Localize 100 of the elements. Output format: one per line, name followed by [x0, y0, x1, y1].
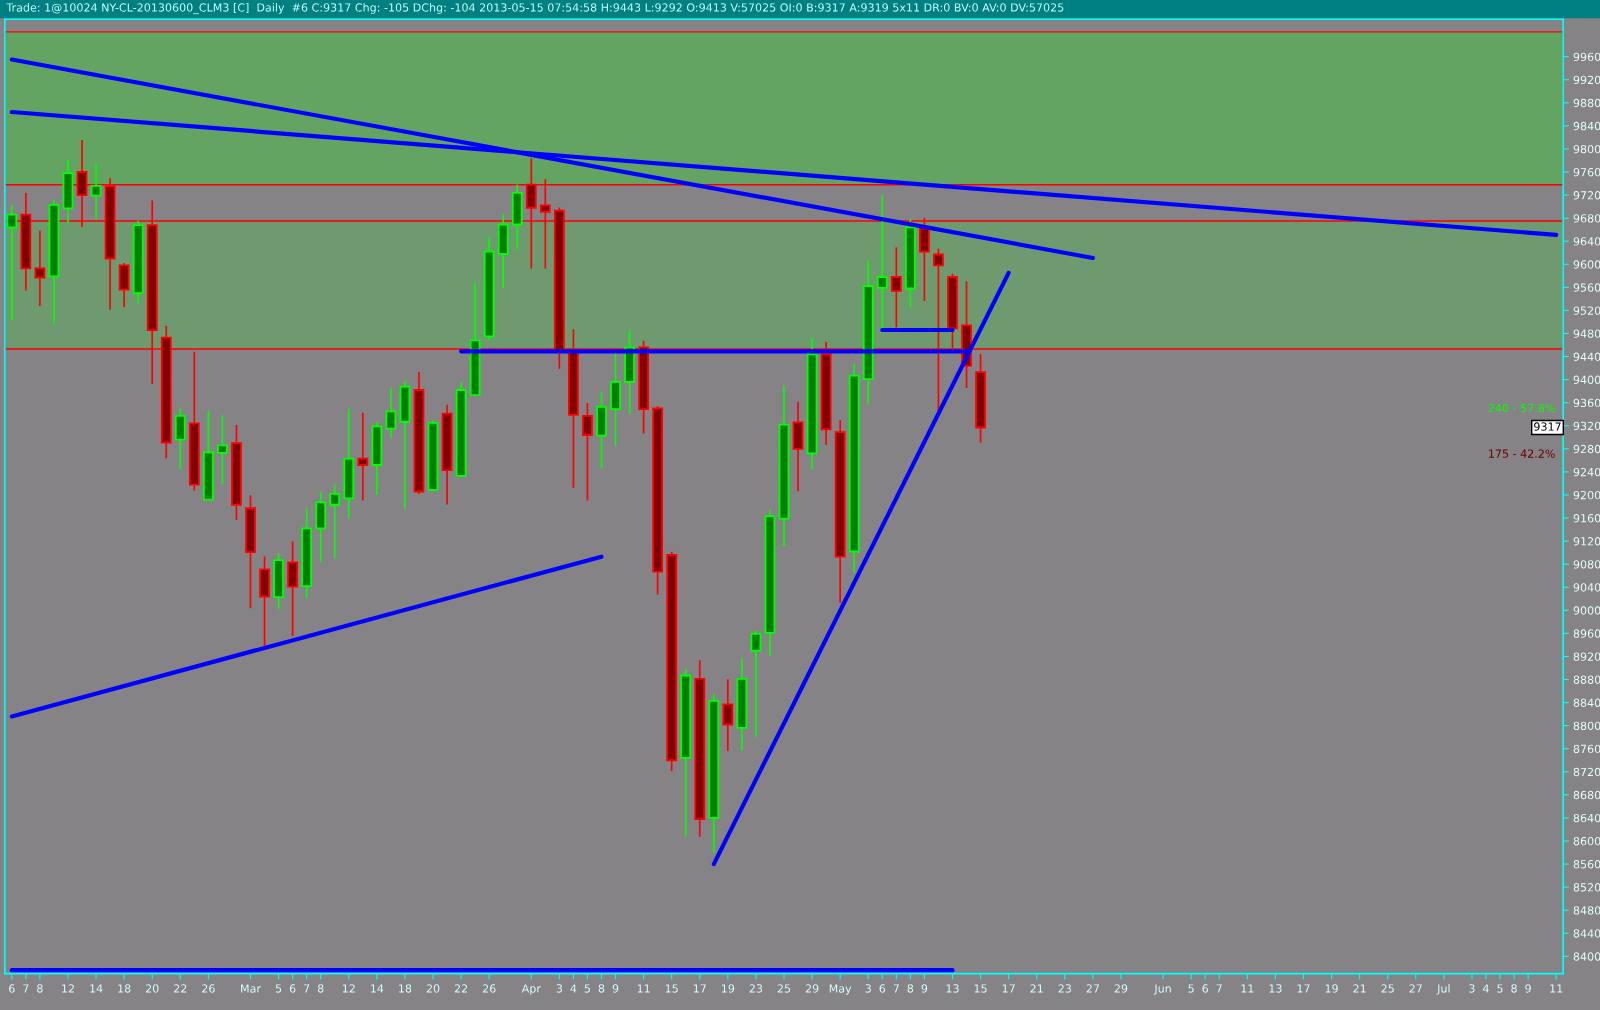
chart-title: Trade: 1@10024 NY-CL-20130600_CLM3 [C] Daily #6 C:9317 Chg: -105 DChg: -104 2013-05-15 07:54:58 H:9443 L:9292 O:9413 V:57025 OI:0 B:9317 A:9319 5x11 DR:0 BV:0 AV:0 DV:57025 [6, 3, 1064, 15]
x-tick-label: 19 [1325, 984, 1338, 993]
y-tick-label: 9080 [1573, 560, 1600, 569]
x-tick-label: 25 [1381, 984, 1394, 993]
y-tick-label: 9440 [1573, 352, 1600, 361]
x-tick-label: 7 [304, 984, 310, 993]
y-tick-label: 8520 [1573, 883, 1600, 892]
y-tick-label: 9880 [1573, 98, 1600, 108]
x-tick-label: May [829, 984, 852, 995]
x-tick-label: 8 [907, 984, 914, 993]
x-tick-label: 7 [893, 984, 899, 993]
y-tick-label: 9240 [1573, 467, 1600, 477]
y-tick-label: 8480 [1573, 906, 1600, 915]
x-tick-label: 7 [1216, 984, 1222, 993]
x-tick-label: 8 [1511, 984, 1517, 993]
y-tick-label: 9400 [1573, 375, 1600, 385]
x-tick-label: 9 [921, 984, 928, 993]
x-tick-label: 8 [317, 984, 324, 993]
x-tick-label: 13 [946, 984, 959, 993]
x-tick-label: 18 [118, 984, 131, 993]
x-tick-label: 5 [1188, 984, 1194, 993]
y-tick-label: 9560 [1573, 283, 1600, 292]
x-tick-label: 6 [9, 984, 15, 993]
x-tick-label: 29 [805, 984, 819, 993]
x-tick-label: 15 [974, 984, 987, 993]
x-tick-label: 23 [1058, 984, 1071, 993]
x-tick-label: 11 [1550, 984, 1563, 993]
x-tick-label: 17 [693, 984, 706, 993]
x-tick-label: Jun [1153, 984, 1171, 995]
x-tick-label: 22 [174, 984, 187, 993]
y-tick-label: 9960 [1573, 52, 1600, 62]
x-tick-label: 25 [777, 984, 791, 993]
y-tick-label: 8400 [1573, 952, 1600, 961]
x-tick-label: 9 [612, 984, 619, 993]
y-tick-label: 9360 [1573, 398, 1600, 408]
y-tick-label: 9000 [1573, 606, 1600, 615]
x-tick-label: 18 [399, 984, 412, 993]
y-tick-label: 9200 [1573, 490, 1600, 500]
y-tick-label: 8680 [1573, 790, 1600, 800]
x-tick-label: 21 [1030, 984, 1043, 993]
x-tick-label: 12 [342, 984, 355, 993]
x-tick-label: 26 [482, 984, 496, 993]
x-tick-label: 23 [749, 984, 763, 993]
y-tick-label: 8960 [1573, 629, 1600, 638]
x-tick-label: 3 [865, 984, 871, 993]
x-tick-label: 4 [1482, 984, 1489, 993]
y-tick-label: 8600 [1573, 836, 1600, 846]
x-tick-label: 27 [1409, 984, 1422, 993]
x-tick-label: 14 [371, 984, 384, 993]
y-tick-label: 8640 [1573, 813, 1600, 823]
y-tick-label: 9280 [1573, 444, 1600, 454]
y-tick-label: 9480 [1573, 329, 1600, 338]
x-tick-label: 29 [1114, 984, 1128, 993]
y-tick-label: 9160 [1573, 514, 1600, 523]
x-tick-label: Jul [1436, 984, 1450, 995]
y-tick-label: 8760 [1573, 744, 1600, 754]
y-tick-label: 8920 [1573, 652, 1600, 661]
y-tick-label: 9120 [1573, 537, 1600, 546]
x-tick-label: 26 [202, 984, 215, 993]
x-tick-label: 9 [1525, 984, 1531, 993]
x-tick-label: 8 [37, 984, 43, 993]
x-tick-label: 20 [426, 984, 440, 993]
x-tick-label: 19 [721, 984, 735, 993]
y-tick-label: 9800 [1573, 144, 1600, 154]
x-tick-label: 17 [1002, 984, 1015, 993]
x-tick-label: 8 [598, 984, 605, 993]
x-tick-label: 3 [1469, 984, 1475, 993]
y-tick-label: 9920 [1573, 75, 1600, 85]
y-tick-label: 9680 [1573, 214, 1600, 223]
x-tick-label: Mar [241, 984, 261, 993]
y-tick-label: 9640 [1573, 237, 1600, 246]
y-tick-label: 8800 [1573, 721, 1600, 731]
x-tick-label: 20 [145, 984, 159, 993]
x-tick-label: 13 [1269, 984, 1282, 993]
x-tick-label: 5 [275, 984, 282, 993]
y-tick-label: 9320 [1573, 421, 1600, 431]
y-tick-label: 8880 [1573, 675, 1600, 684]
y-tick-label: 9720 [1573, 191, 1600, 200]
x-tick-label: 11 [637, 984, 650, 993]
annotation: 175 - 42.2% [1489, 449, 1555, 458]
x-tick-label: 12 [62, 984, 74, 993]
y-tick-label: 8560 [1573, 860, 1600, 869]
annotation: 240 - 57.8% [1488, 403, 1555, 413]
y-tick-label: 9840 [1573, 121, 1600, 131]
x-tick-label: 6 [879, 984, 886, 993]
x-tick-label: Apr [521, 984, 541, 995]
x-tick-label: 6 [1202, 984, 1209, 993]
y-tick-label: 9600 [1573, 260, 1600, 269]
x-tick-label: 15 [665, 984, 678, 993]
x-tick-label: 21 [1353, 984, 1366, 993]
annotation: 9317 [1534, 422, 1561, 431]
x-tick-label: 5 [584, 984, 591, 993]
y-tick-label: 9040 [1573, 583, 1600, 592]
x-tick-label: 5 [1497, 984, 1503, 993]
x-tick-label: 14 [90, 984, 103, 993]
y-tick-label: 8440 [1573, 929, 1600, 938]
x-tick-label: 6 [289, 984, 296, 993]
x-tick-label: 27 [1086, 984, 1099, 993]
x-tick-label: 17 [1297, 984, 1310, 993]
x-tick-label: 4 [570, 984, 577, 993]
